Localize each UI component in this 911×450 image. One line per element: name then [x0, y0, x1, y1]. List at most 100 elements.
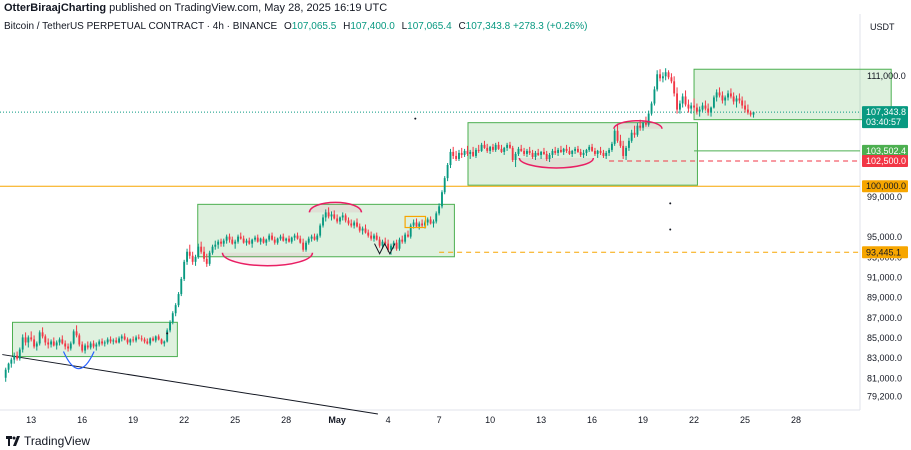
candle[interactable] — [537, 148, 540, 156]
candle[interactable] — [194, 254, 197, 266]
candle[interactable] — [486, 143, 489, 153]
candle[interactable] — [449, 148, 452, 169]
candle[interactable] — [693, 98, 695, 111]
candle[interactable] — [596, 149, 599, 158]
candle[interactable] — [577, 145, 579, 153]
candle[interactable] — [367, 229, 370, 238]
candle[interactable] — [313, 233, 316, 241]
candle[interactable] — [129, 338, 132, 346]
candle[interactable] — [242, 235, 245, 244]
candle[interactable] — [75, 325, 78, 338]
candle[interactable] — [475, 147, 477, 158]
candle[interactable] — [712, 95, 715, 109]
candle[interactable] — [611, 141, 613, 152]
candle[interactable] — [483, 140, 486, 149]
candle[interactable] — [435, 211, 438, 224]
candle[interactable] — [752, 111, 755, 118]
range-zone-4[interactable] — [693, 68, 892, 121]
candle[interactable] — [531, 149, 534, 159]
candle[interactable] — [375, 232, 378, 241]
candle[interactable] — [188, 244, 191, 259]
candle[interactable] — [16, 351, 19, 361]
candle[interactable] — [248, 237, 251, 245]
candle[interactable] — [118, 336, 121, 344]
candle[interactable] — [418, 221, 421, 230]
candle[interactable] — [154, 335, 157, 343]
candle[interactable] — [268, 233, 271, 242]
candle[interactable] — [443, 176, 446, 195]
candle[interactable] — [633, 125, 636, 138]
candle[interactable] — [276, 237, 279, 245]
candle[interactable] — [557, 147, 560, 156]
candle[interactable] — [197, 243, 200, 259]
candle[interactable] — [494, 142, 497, 152]
pink-arc-2[interactable] — [308, 201, 363, 213]
candle[interactable] — [10, 357, 13, 368]
candle[interactable] — [628, 137, 630, 151]
candle[interactable] — [650, 101, 653, 116]
candle[interactable] — [452, 146, 455, 159]
candle[interactable] — [18, 347, 21, 361]
candle[interactable] — [659, 69, 661, 82]
candle[interactable] — [279, 234, 282, 241]
candle[interactable] — [95, 342, 98, 351]
candle[interactable] — [582, 149, 585, 158]
candle[interactable] — [288, 235, 290, 243]
candle[interactable] — [38, 330, 41, 346]
candle[interactable] — [333, 210, 336, 220]
candle[interactable] — [503, 146, 506, 155]
candle[interactable] — [208, 250, 211, 266]
candle[interactable] — [732, 92, 735, 105]
candle[interactable] — [540, 150, 543, 159]
candle[interactable] — [497, 141, 500, 150]
candle[interactable] — [171, 311, 174, 325]
candle[interactable] — [721, 91, 724, 104]
candle[interactable] — [305, 240, 307, 252]
candle[interactable] — [616, 123, 619, 143]
candle[interactable] — [738, 93, 741, 104]
candle[interactable] — [571, 149, 574, 157]
candle[interactable] — [324, 209, 327, 222]
candle[interactable] — [466, 145, 469, 156]
candle[interactable] — [684, 90, 687, 107]
candle[interactable] — [401, 235, 404, 244]
candle[interactable] — [282, 233, 285, 242]
candle[interactable] — [33, 335, 36, 349]
candle[interactable] — [180, 276, 183, 297]
candle[interactable] — [574, 146, 577, 154]
candle[interactable] — [526, 148, 528, 157]
candle[interactable] — [421, 219, 424, 228]
candle[interactable] — [50, 339, 53, 348]
candle[interactable] — [330, 211, 333, 221]
candle[interactable] — [545, 150, 548, 161]
candle[interactable] — [588, 144, 591, 152]
candle[interactable] — [701, 102, 704, 112]
orange-box[interactable] — [404, 215, 427, 229]
candle[interactable] — [256, 234, 259, 243]
candle[interactable] — [729, 88, 732, 99]
candle[interactable] — [704, 100, 707, 111]
candle[interactable] — [681, 93, 684, 108]
candle[interactable] — [160, 338, 163, 345]
candle[interactable] — [432, 219, 435, 228]
candle[interactable] — [551, 148, 554, 158]
candle[interactable] — [135, 335, 137, 343]
candle[interactable] — [441, 190, 443, 209]
candle[interactable] — [322, 214, 324, 228]
candle[interactable] — [407, 230, 409, 238]
candle[interactable] — [599, 146, 602, 155]
candle[interactable] — [695, 103, 698, 115]
candle[interactable] — [594, 147, 596, 156]
candle[interactable] — [101, 338, 104, 346]
candle[interactable] — [548, 152, 551, 162]
candle[interactable] — [262, 236, 265, 244]
candle[interactable] — [254, 235, 256, 242]
candle[interactable] — [293, 233, 296, 241]
candle[interactable] — [69, 341, 72, 351]
candle[interactable] — [296, 232, 299, 240]
candle[interactable] — [251, 238, 254, 248]
candle[interactable] — [698, 106, 701, 117]
candle[interactable] — [169, 320, 171, 333]
candle[interactable] — [429, 216, 432, 225]
